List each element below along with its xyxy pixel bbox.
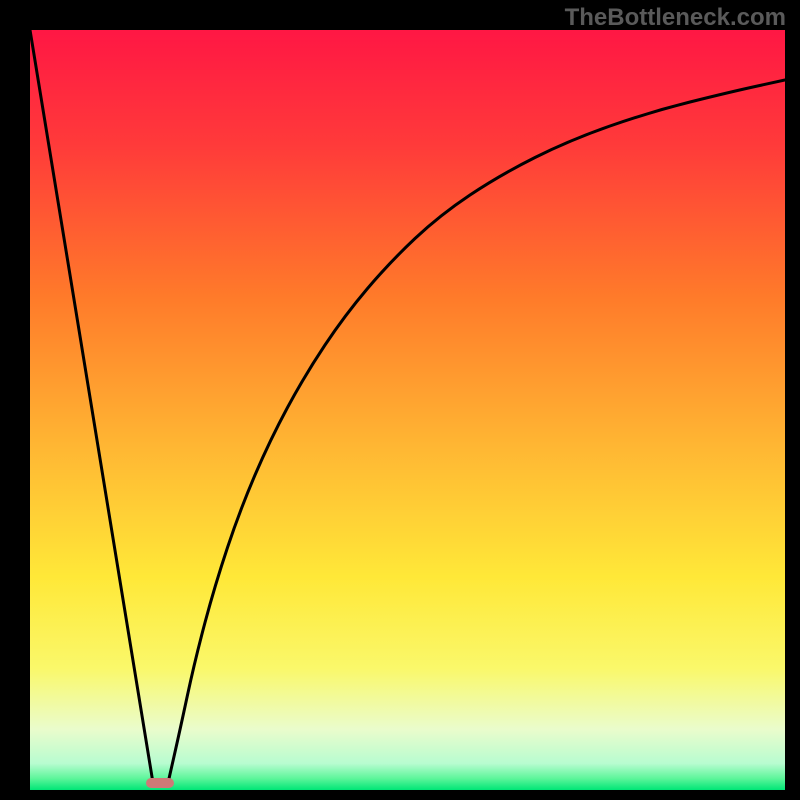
- curve-layer: [30, 30, 785, 790]
- plot-area: [30, 30, 785, 790]
- watermark-text: TheBottleneck.com: [565, 4, 786, 32]
- chart-container: TheBottleneck.com: [0, 0, 800, 800]
- trough-marker: [146, 778, 174, 788]
- curve-path: [30, 30, 785, 783]
